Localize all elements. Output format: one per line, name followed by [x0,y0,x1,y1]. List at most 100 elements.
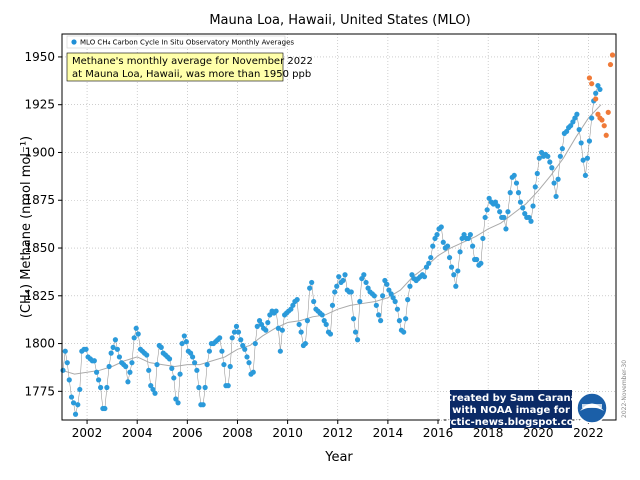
monthly-point [102,405,108,412]
monthly-point [311,298,317,305]
trend-curve [61,104,602,375]
monthly-point [206,348,212,354]
monthly-point [83,346,89,352]
monthly-point [148,383,154,389]
legend-label: MLO CH₄ Carbon Cycle In Situ Observatory… [80,39,294,47]
monthly-point [534,170,540,177]
monthly-point [589,115,595,121]
monthly-point [484,207,490,213]
monthly-point [323,321,329,328]
date-stamp: 2022-November-30 [621,360,628,418]
monthly-point [319,312,325,318]
monthly-point [112,337,118,343]
monthly-point [503,226,509,232]
y-tick-label: 1850 [24,241,55,255]
monthly-point [586,138,593,144]
monthly-point [204,361,210,368]
monthly-point [302,340,309,347]
monthly-point [275,325,281,331]
monthly-point [238,337,244,343]
monthly-point [250,369,256,375]
monthly-point [106,363,112,370]
x-axis-title: Year [324,450,353,465]
monthly-point [114,346,120,352]
monthly-point [597,86,603,93]
monthly-point [513,180,520,186]
monthly-point [240,342,246,349]
monthly-point [175,400,181,406]
monthly-point [70,400,77,406]
monthly-point [382,277,388,284]
monthly-point [93,369,100,375]
monthly-point [66,377,72,383]
monthly-point [438,224,444,230]
monthly-point [428,254,434,261]
preliminary-point [601,123,607,129]
monthly-point [430,243,436,249]
monthly-point [244,354,250,360]
annotation-line-2: at Mauna Loa, Hawaii, was more than 1950… [72,69,311,80]
monthly-point [146,367,152,373]
preliminary-point [586,75,593,81]
monthly-point [595,82,601,89]
monthly-point [279,327,285,333]
credit-line-3: Arctic-news.blogspot.com [438,417,584,428]
monthly-point [459,235,465,242]
monthly-point [95,377,102,383]
monthly-point [327,331,334,337]
monthly-point [522,211,528,217]
preliminary-point [603,132,609,138]
x-tick-label: 2020 [523,426,554,440]
monthly-point [568,123,574,129]
axis-ticks: 1775 1800 1825 1850 1875 1900 1925 1950 2002 2004… [24,50,603,440]
monthly-point [133,325,139,331]
plot-frame [61,33,617,421]
monthly-point [584,155,591,161]
monthly-point [511,172,517,179]
monthly-point [421,274,428,280]
monthly-point [582,172,589,179]
monthly-point [200,402,206,408]
monthly-point [392,298,398,305]
monthly-point [75,402,81,408]
monthly-point [298,329,304,335]
monthly-point [515,190,522,196]
monthly-point [359,275,365,282]
monthly-point [526,214,532,221]
monthly-point [492,199,499,205]
monthly-point [536,155,542,161]
monthly-point [288,306,294,312]
monthly-point [390,295,396,301]
x-tick-label: 2016 [423,426,454,440]
monthly-point [376,312,382,318]
monthly-point [177,371,183,377]
monthly-point [183,339,189,345]
monthly-point [231,329,238,335]
monthly-point [246,360,252,366]
monthly-point [169,365,175,372]
monthly-point [348,289,354,295]
monthly-point [553,193,559,200]
x-tick-label: 2006 [172,426,203,440]
x-tick-label: 2018 [473,426,504,440]
monthly-point [380,293,386,299]
monthly-point [350,316,357,322]
monthly-point [187,350,194,356]
preliminary-point [589,81,595,87]
monthly-point [254,323,260,329]
monthly-point [116,354,123,360]
monthly-point [256,318,263,324]
monthly-point [396,318,403,324]
legend-marker [71,39,77,45]
monthly-point [202,384,208,391]
monthly-point [426,260,432,266]
monthly-point [482,214,488,221]
monthly-point [409,272,415,278]
monthly-point [131,335,137,341]
monthly-point [455,268,461,274]
monthly-point [453,283,459,289]
preliminary-point [605,109,611,115]
monthly-point [294,297,300,303]
monthly-point [125,379,131,385]
monthly-point [263,327,269,333]
